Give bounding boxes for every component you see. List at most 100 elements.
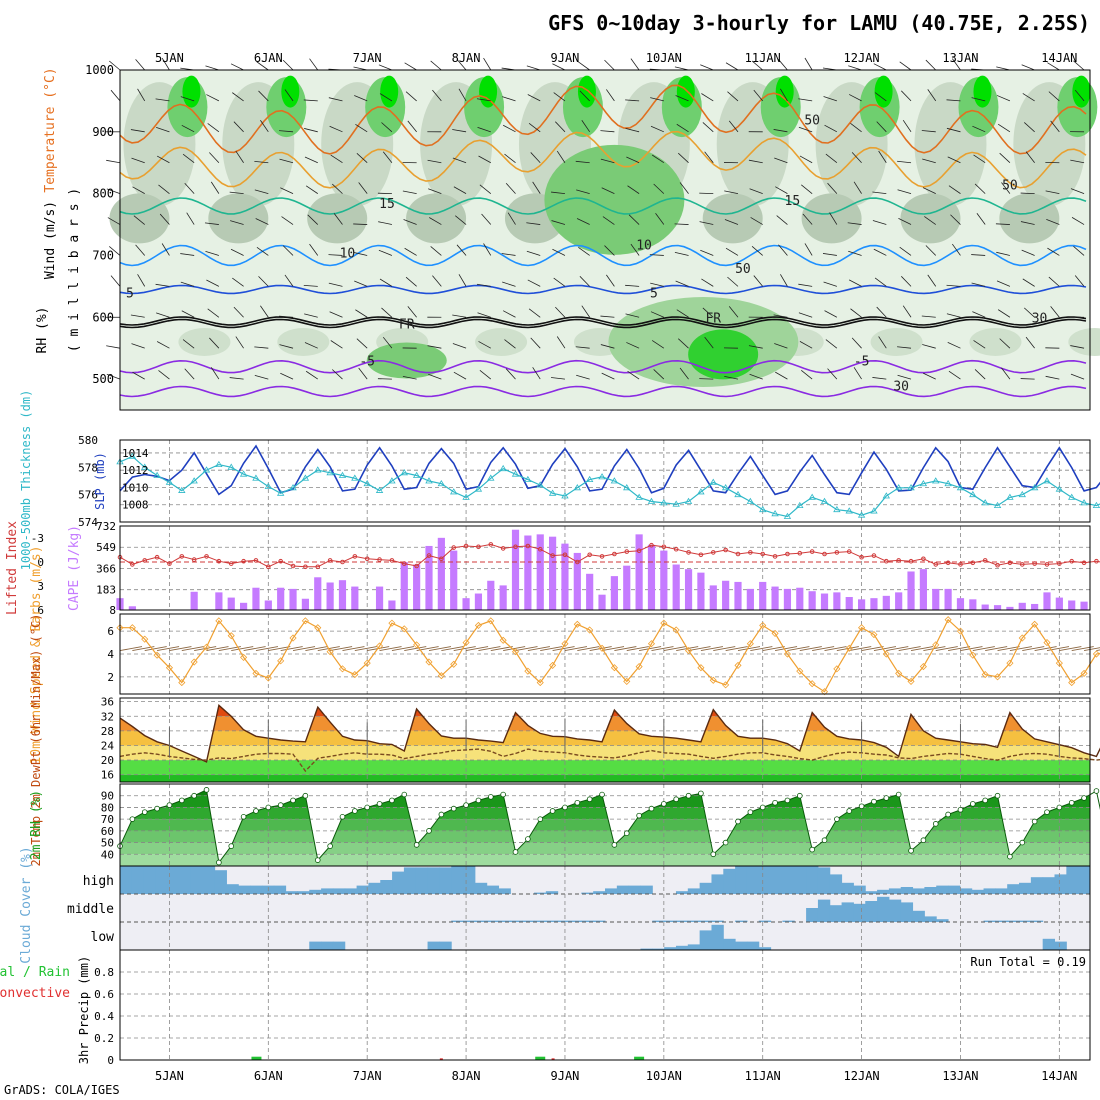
rh-tick-label: 90 [101,790,114,803]
date-label-top: 9JAN [551,51,580,65]
cloud-high-bar [321,888,334,894]
wind-barb [650,97,664,102]
lifted-index-marker [216,558,222,564]
wind-barb [530,152,541,163]
cloud-high-bar [770,866,783,894]
wind-barb [553,92,566,102]
wind-barb-10m [552,646,575,652]
wind-barb [526,65,541,71]
wind-barb [996,66,1010,71]
thickness-tick-label: 578 [78,461,98,474]
cape-bar [672,564,680,610]
wind-barb [679,367,689,380]
wind-barb [130,314,145,318]
cape-bar [499,585,507,610]
wind-barb [799,341,813,349]
wind-barb [724,190,739,195]
wind-speed-marker [882,650,890,658]
wind-barb [155,98,170,102]
wind-barb [427,159,442,164]
rh-tick-label: 70 [101,813,114,826]
wind-barb [1070,345,1085,349]
panel-frame-th [119,439,1091,523]
cape-bar [264,600,272,610]
wind-barb [702,122,714,133]
wind-barb [873,63,887,71]
pressure-tick-label: 500 [92,372,114,386]
cloud-middle-bar [569,920,582,922]
wind-barb [284,89,294,102]
rh-line [119,789,1100,864]
wind-barb [1048,91,1060,102]
thickness-marker [1068,493,1076,500]
rh-marker [549,808,556,814]
lifted-index-marker [537,546,543,552]
lifted-index-marker [970,560,976,566]
wind-barb [551,220,566,225]
wind-barb [156,155,170,164]
wind-speed-marker [610,664,618,672]
wind-barb [502,96,516,102]
date-label-bottom: 11JAN [745,1069,781,1083]
cloud-high-bar [226,884,239,894]
date-label-top: 5JAN [155,51,184,65]
wind-barb [430,60,442,71]
wind-barb [378,64,393,71]
wind-barb-10m [948,646,971,652]
thickness-marker [734,490,742,498]
wind-barb-10m [119,646,143,652]
wind-speed-marker [635,663,643,671]
thickness-marker [1055,485,1064,492]
wind-barb [550,191,565,195]
wind-speed-marker [1018,634,1026,642]
precip-tick-label: 0 [107,1054,114,1067]
wind-barb-10m [972,646,995,652]
cloud-high-bar [214,870,227,894]
wind-barb [996,280,1011,287]
wind-speed-marker [388,619,396,627]
wind-barb [600,315,615,318]
cape-ylabel: CAPE (J/kg) [67,525,82,611]
rh-marker [253,808,259,814]
thickness-marker [1043,477,1051,484]
cloud-low-bar [675,945,689,950]
wind-barb [229,191,244,195]
thickness-marker [623,484,631,491]
wind-barb-10m [144,646,167,652]
wind-barb [1020,221,1035,225]
lifted-index-marker [488,542,494,547]
lifted-index-marker [389,558,395,563]
wind-barb [329,311,343,318]
lifted-index-marker [599,554,605,559]
isotherm-line [119,244,1087,267]
wind-barb [455,215,467,225]
cloud-high-bar [120,866,133,894]
rh-marker [871,798,877,805]
cape-bar [1031,603,1039,610]
wind-barb-10m [527,646,550,652]
wind-barb [753,275,764,287]
cape-bar [783,588,792,610]
cloud-high-bar [332,888,346,894]
lifted-index-marker [698,552,704,558]
rh-70-patch [406,193,467,244]
cloud-high-bar [131,866,145,894]
cape-bar [375,586,384,610]
cape-bar [610,576,618,610]
wind-barb [774,343,788,349]
wind-barb [1070,373,1085,380]
wind-speed-marker [944,616,952,624]
wind-barb [971,282,986,287]
wind-barb [704,151,714,163]
wind-barb [674,251,689,256]
wind-speed-marker [722,681,730,689]
cape-bar [227,597,235,610]
slp-tick-label: 1014 [122,447,149,460]
cloud-high-bar [948,885,961,894]
cloud-middle-bar [510,920,523,922]
date-label-bottom: 9JAN [551,1069,580,1083]
cloud-middle-bar [581,920,594,922]
wind-speed-marker [425,658,433,666]
rh-marker [834,816,840,822]
cape-bar [944,588,952,610]
